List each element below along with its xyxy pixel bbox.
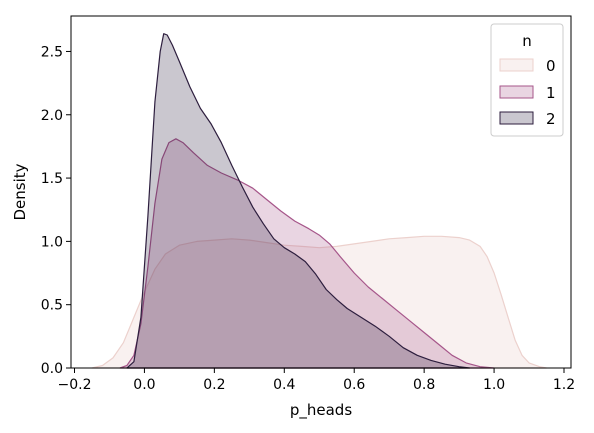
legend-label-0: 0	[546, 57, 556, 75]
y-axis: 0.0 0.5 1.0 1.5 2.0 2.5	[41, 44, 71, 377]
density-area-1	[119, 138, 495, 369]
x-tick-label: 0.8	[413, 377, 435, 393]
x-tick-label: 0.6	[343, 377, 365, 393]
plot-frame	[70, 15, 572, 369]
y-axis-label: Density	[11, 163, 29, 220]
legend-swatch-0	[499, 58, 534, 72]
x-axis-label: p_heads	[290, 401, 352, 420]
y-tick-label: 2.5	[41, 44, 63, 60]
x-tick-label: 1.2	[553, 377, 575, 393]
y-tick-label: 1.0	[41, 234, 63, 250]
x-tick-label: 1.0	[483, 377, 505, 393]
y-tick-label: 2.0	[41, 108, 63, 124]
legend-frame	[490, 23, 564, 137]
legend-swatch-2	[499, 111, 534, 125]
y-tick-label: 1.5	[41, 171, 63, 187]
density-area-2	[126, 33, 471, 369]
legend-label-2: 2	[546, 110, 556, 128]
legend-swatch-1	[499, 85, 534, 99]
density-areas	[91, 33, 548, 369]
y-tick-label: 0.0	[41, 361, 63, 377]
legend-label-1: 1	[546, 84, 556, 102]
legend: n 0 1 2	[490, 23, 564, 137]
x-tick-label: 0.4	[273, 377, 295, 393]
x-tick-label: −0.2	[57, 377, 91, 393]
x-tick-label: 0.0	[133, 377, 155, 393]
x-tick-label: 0.2	[203, 377, 225, 393]
density-area-0	[91, 235, 548, 369]
y-tick-label: 0.5	[41, 298, 63, 314]
legend-title: n	[522, 32, 532, 50]
x-axis: −0.2 0.0 0.2 0.4 0.6 0.8 1.0 1.2	[57, 368, 575, 393]
